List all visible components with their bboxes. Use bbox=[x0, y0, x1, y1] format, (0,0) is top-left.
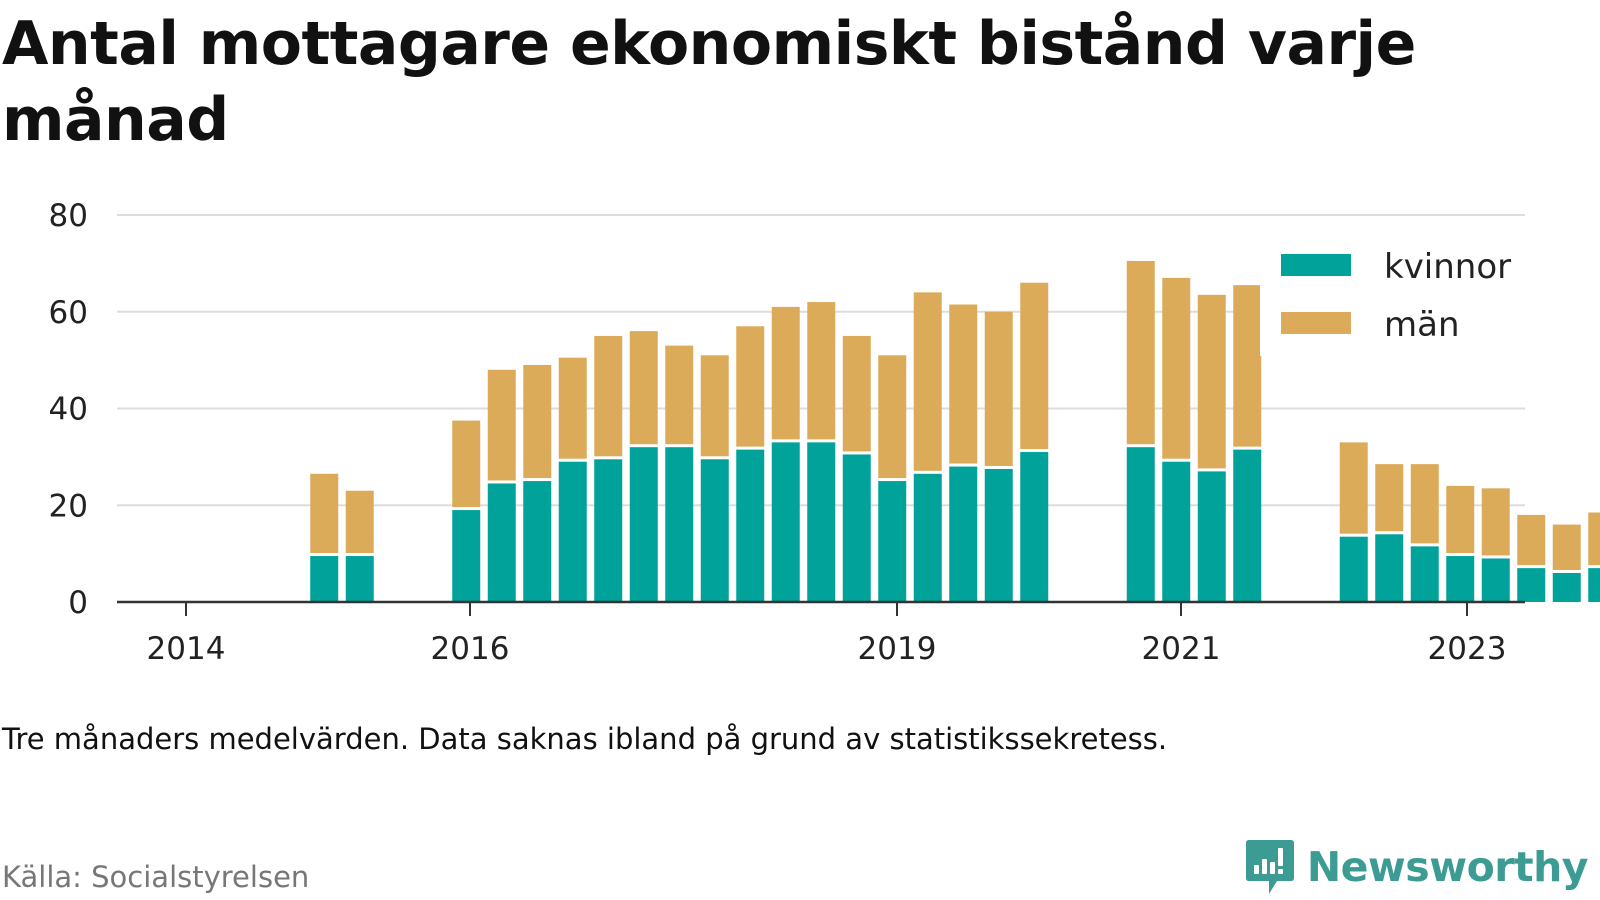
newsworthy-logo-icon bbox=[1245, 840, 1294, 894]
bar-kvinnor bbox=[345, 556, 374, 602]
bar-kvinnor bbox=[1233, 449, 1262, 602]
legend-label-man: män bbox=[1384, 305, 1460, 345]
legend-label-kvinnor: kvinnor bbox=[1384, 247, 1511, 287]
y-tick-label: 40 bbox=[49, 392, 88, 428]
y-tick-label: 60 bbox=[49, 295, 88, 331]
bar-kvinnor bbox=[700, 459, 729, 602]
bar-kvinnor bbox=[1481, 558, 1510, 602]
bar-kvinnor bbox=[629, 447, 658, 602]
bar-man bbox=[1481, 488, 1510, 556]
bar-man bbox=[1588, 512, 1600, 566]
bar-kvinnor bbox=[736, 449, 765, 602]
bar-kvinnor bbox=[558, 461, 587, 602]
bar-kvinnor bbox=[1446, 556, 1475, 602]
bar-man bbox=[1552, 524, 1581, 570]
bar-man bbox=[700, 355, 729, 457]
bar-man bbox=[1339, 442, 1368, 534]
legend-swatch-man bbox=[1281, 312, 1351, 334]
bar-kvinnor bbox=[1517, 568, 1546, 602]
bar-man bbox=[1162, 277, 1191, 459]
bar-kvinnor bbox=[665, 447, 694, 602]
bar-man bbox=[1410, 464, 1439, 544]
bar-kvinnor bbox=[949, 466, 978, 602]
bar-man bbox=[913, 292, 942, 471]
bar-man bbox=[1020, 282, 1049, 450]
y-tick-label: 0 bbox=[68, 585, 88, 621]
bar-kvinnor bbox=[523, 481, 552, 602]
bar-kvinnor bbox=[1126, 447, 1155, 602]
bar-kvinnor bbox=[310, 556, 339, 602]
bar-kvinnor bbox=[1197, 471, 1226, 602]
bar-man bbox=[452, 420, 481, 508]
bar-kvinnor bbox=[807, 442, 836, 602]
bar-kvinnor bbox=[1162, 461, 1191, 602]
bar-kvinnor bbox=[487, 483, 516, 602]
bar-kvinnor bbox=[913, 473, 942, 602]
y-tick-label: 20 bbox=[49, 488, 88, 524]
bar-kvinnor bbox=[1552, 572, 1581, 602]
bar-man bbox=[1197, 294, 1226, 469]
bar-kvinnor bbox=[1588, 568, 1600, 602]
bar-man bbox=[842, 335, 871, 452]
x-tick-label: 2019 bbox=[858, 631, 937, 667]
bar-man bbox=[771, 306, 800, 440]
bar-man bbox=[523, 364, 552, 479]
x-tick-label: 2016 bbox=[431, 631, 510, 667]
source-text: Källa: Socialstyrelsen bbox=[2, 860, 310, 894]
bar-kvinnor bbox=[842, 454, 871, 602]
bar-man bbox=[1126, 260, 1155, 445]
bar-man bbox=[984, 311, 1013, 466]
brand-name: Newsworthy bbox=[1306, 843, 1589, 891]
chart-note: Tre månaders medelvärden. Data saknas ib… bbox=[2, 722, 1168, 756]
bar-man bbox=[1233, 285, 1262, 447]
bar-kvinnor bbox=[452, 510, 481, 602]
bar-man bbox=[558, 357, 587, 459]
bar-man bbox=[949, 304, 978, 464]
x-tick-label: 2014 bbox=[147, 631, 226, 667]
newsworthy-logo[interactable]: Newsworthy bbox=[1245, 838, 1589, 896]
bar-kvinnor bbox=[878, 481, 907, 602]
legend-swatch-kvinnor bbox=[1281, 254, 1351, 276]
bar-man bbox=[345, 490, 374, 554]
bar-kvinnor bbox=[1020, 452, 1049, 602]
bar-kvinnor bbox=[771, 442, 800, 602]
bar-man bbox=[594, 335, 623, 457]
bar-man bbox=[1446, 485, 1475, 554]
chart-title: Antal mottagare ekonomiskt bistånd varje… bbox=[2, 9, 1416, 155]
bar-kvinnor bbox=[1375, 534, 1404, 602]
bar-man bbox=[736, 326, 765, 447]
bar-man bbox=[310, 473, 339, 554]
bar-man bbox=[807, 302, 836, 440]
bar-kvinnor bbox=[984, 468, 1013, 602]
bar-man bbox=[1375, 464, 1404, 532]
x-tick-label: 2023 bbox=[1428, 631, 1507, 667]
bar-kvinnor bbox=[594, 459, 623, 602]
bar-man bbox=[487, 369, 516, 481]
bar-kvinnor bbox=[1339, 536, 1368, 602]
bar-man bbox=[629, 331, 658, 445]
y-tick-label: 80 bbox=[49, 198, 88, 234]
bar-man bbox=[665, 345, 694, 445]
bar-man bbox=[878, 355, 907, 479]
x-tick-label: 2021 bbox=[1142, 631, 1221, 667]
bar-man bbox=[1517, 514, 1546, 566]
bar-kvinnor bbox=[1410, 546, 1439, 602]
